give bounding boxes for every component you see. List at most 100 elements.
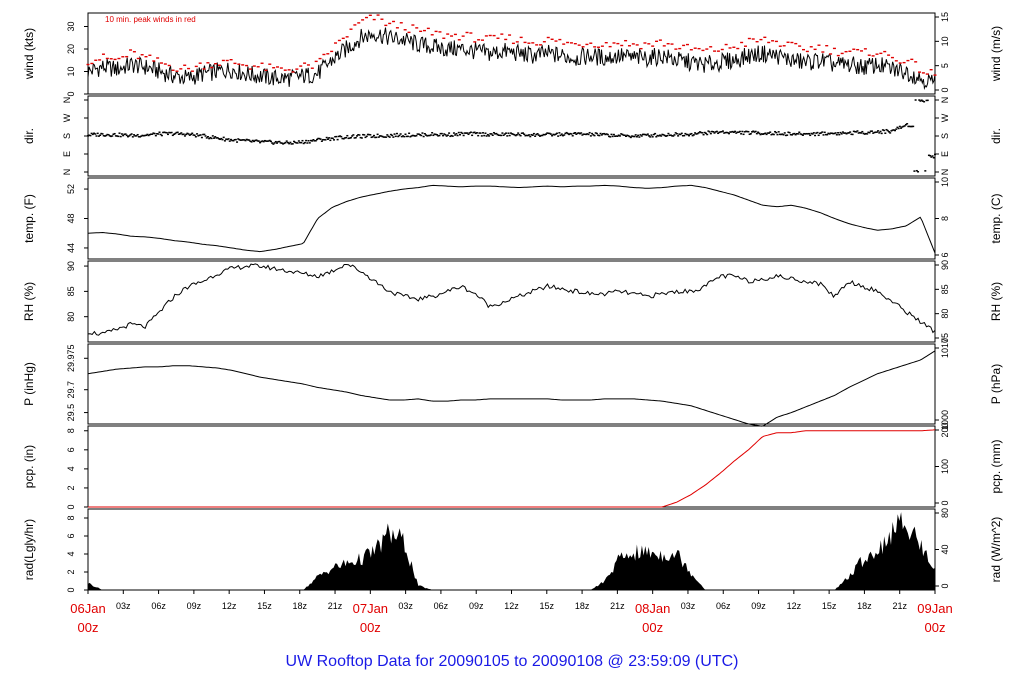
ytick-label-right: 90 <box>940 260 950 270</box>
xtick-label: 21z <box>892 601 907 611</box>
xtick-label: 18z <box>857 601 872 611</box>
ytick-label-left: 8 <box>66 428 76 433</box>
xtick-label: 18z <box>292 601 307 611</box>
xtick-label: 06z <box>151 601 166 611</box>
ytick-label-left: 29.975 <box>66 345 76 373</box>
ytick-label-left: S <box>62 133 72 139</box>
ytick-label-right: 0 <box>940 87 950 92</box>
xtick-label: 21z <box>610 601 625 611</box>
xtick-label: 03z <box>681 601 696 611</box>
xtick-label: 03z <box>398 601 413 611</box>
xtick-label: 09z <box>187 601 202 611</box>
ytick-label-right: 8 <box>940 216 950 221</box>
xtick-label: 21z <box>328 601 343 611</box>
ytick-label-left: 2 <box>66 485 76 490</box>
day-label-date: 09Jan <box>917 601 952 616</box>
day-label-date: 07Jan <box>353 601 388 616</box>
radiation-area <box>88 512 935 590</box>
ytick-label-left: 0 <box>66 91 76 96</box>
xtick-label: 15z <box>540 601 555 611</box>
day-label-hour: 00z <box>642 620 663 635</box>
series-line <box>87 263 936 336</box>
ytick-label-left: 48 <box>66 213 76 223</box>
series-line <box>87 350 936 427</box>
ytick-label-right: 85 <box>940 284 950 294</box>
xtick-label: 15z <box>257 601 272 611</box>
ytick-label-right: 6 <box>940 252 950 257</box>
ytick-label-right: 0 <box>940 583 950 588</box>
ylabel-left: rad(Lgly/hr) <box>22 519 36 580</box>
ytick-label-left: 4 <box>66 551 76 556</box>
ylabel-right: dir. <box>989 128 1003 144</box>
xtick-label: 12z <box>787 601 802 611</box>
ytick-label-left: 29.5 <box>66 404 76 422</box>
ytick-label-left: 30 <box>66 21 76 31</box>
ytick-label-left: 0 <box>66 587 76 592</box>
ytick-label-right: 100 <box>940 459 950 474</box>
ylabel-left: dir. <box>22 128 36 144</box>
ytick-label-right: N <box>940 169 950 176</box>
panel-frame <box>87 95 936 177</box>
xtick-label: 15z <box>822 601 837 611</box>
xtick-label: 06z <box>716 601 731 611</box>
panel-frame <box>87 425 936 508</box>
ylabel-left: temp. (F) <box>22 194 36 243</box>
ytick-label-right: 5 <box>940 63 950 68</box>
ytick-label-left: 6 <box>66 447 76 452</box>
ytick-label-right: W <box>940 113 950 122</box>
ylabel-right: rad (W/m^2) <box>989 517 1003 583</box>
ytick-label-left: 90 <box>66 261 76 271</box>
ytick-label-left: 8 <box>66 515 76 520</box>
ylabel-right: temp. (C) <box>989 193 1003 243</box>
ylabel-right: wind (m/s) <box>989 26 1003 82</box>
ytick-label-right: N <box>940 97 950 104</box>
ytick-label-left: 52 <box>66 184 76 194</box>
ytick-label-right: 75 <box>940 333 950 343</box>
ytick-label-left: 4 <box>66 466 76 471</box>
wind-series <box>87 27 936 91</box>
panel-frame <box>87 508 936 591</box>
ytick-label-left: 44 <box>66 243 76 253</box>
ytick-label-left: 10 <box>66 66 76 76</box>
ytick-label-right: 200 <box>940 422 950 437</box>
day-label-hour: 00z <box>925 620 946 635</box>
ytick-label-right: 80 <box>940 508 950 518</box>
ytick-label-left: 20 <box>66 44 76 54</box>
ylabel-right: pcp. (mm) <box>989 439 1003 493</box>
ytick-label-right: 10 <box>940 36 950 46</box>
ytick-label-left: 29.7 <box>66 381 76 399</box>
ytick-label-left: W <box>62 113 72 122</box>
xtick-label: 18z <box>575 601 590 611</box>
ytick-label-right: 1000 <box>940 410 950 430</box>
ylabel-right: RH (%) <box>989 282 1003 321</box>
ytick-label-right: 80 <box>940 309 950 319</box>
ytick-label-right: S <box>940 133 950 139</box>
ytick-label-left: 80 <box>66 312 76 322</box>
ytick-label-right: 40 <box>940 544 950 554</box>
xtick-label: 09z <box>751 601 766 611</box>
chart-title: UW Rooftop Data for 20090105 to 20090108… <box>286 653 739 670</box>
day-label-date: 06Jan <box>70 601 105 616</box>
ytick-label-left: 2 <box>66 569 76 574</box>
series-line <box>87 184 936 254</box>
ytick-label-left: N <box>62 169 72 176</box>
day-label-hour: 00z <box>360 620 381 635</box>
series-line <box>88 429 936 508</box>
ylabel-left: wind (kts) <box>22 28 36 80</box>
ytick-label-left: 0 <box>66 504 76 509</box>
ytick-label-left: 6 <box>66 533 76 538</box>
ytick-label-right: 0 <box>940 500 950 505</box>
panel-frame <box>87 177 936 260</box>
ytick-label-right: E <box>940 151 950 157</box>
ytick-label-right: 10 <box>940 177 950 187</box>
ylabel-right: P (hPa) <box>989 364 1003 404</box>
panel-frame <box>87 12 936 95</box>
ytick-label-left: 85 <box>66 286 76 296</box>
ytick-label-right: 15 <box>940 12 950 22</box>
day-label-hour: 00z <box>78 620 99 635</box>
ytick-label-right: 1010 <box>940 338 950 358</box>
xtick-label: 12z <box>504 601 519 611</box>
ytick-label-left: E <box>62 151 72 157</box>
ylabel-left: RH (%) <box>22 282 36 321</box>
